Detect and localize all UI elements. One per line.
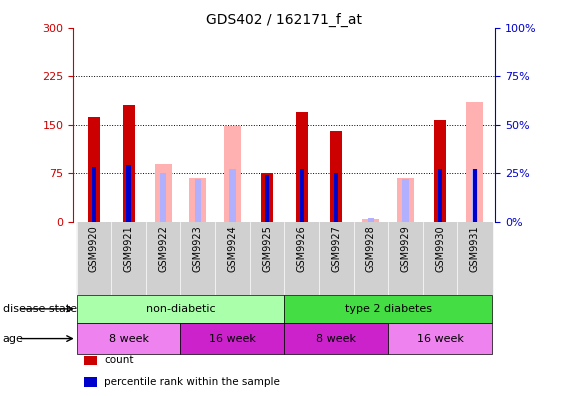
Bar (111, 222, 146, 295)
Bar (438, 169, 442, 222)
Bar (457, 222, 492, 295)
Bar (261, 173, 273, 222)
Bar (250, 222, 284, 295)
Bar (472, 169, 477, 222)
Bar (354, 222, 388, 295)
Bar (434, 120, 446, 222)
Text: GSM9924: GSM9924 (227, 225, 238, 272)
Bar (423, 222, 457, 295)
Bar (77, 295, 284, 323)
Bar (388, 222, 423, 295)
Text: GSM9931: GSM9931 (470, 225, 480, 272)
Bar (472, 169, 478, 222)
Text: GSM9929: GSM9929 (400, 225, 410, 272)
Text: GSM9925: GSM9925 (262, 225, 272, 272)
Text: GSM9928: GSM9928 (366, 225, 376, 272)
Text: GSM9922: GSM9922 (158, 225, 168, 272)
Bar (362, 219, 379, 222)
Text: 8 week: 8 week (316, 333, 356, 344)
Bar (77, 323, 181, 354)
Bar (296, 112, 307, 222)
Bar (284, 295, 492, 323)
Bar (284, 323, 388, 354)
Title: GDS402 / 162171_f_at: GDS402 / 162171_f_at (206, 13, 363, 27)
Text: type 2 diabetes: type 2 diabetes (345, 304, 432, 314)
Text: non-diabetic: non-diabetic (146, 304, 215, 314)
Bar (88, 117, 100, 222)
Bar (397, 178, 414, 222)
Bar (215, 222, 250, 295)
Text: GSM9921: GSM9921 (123, 225, 133, 272)
Text: GSM9927: GSM9927 (331, 225, 341, 272)
Bar (368, 218, 374, 222)
Text: GSM9920: GSM9920 (89, 225, 99, 272)
Bar (154, 164, 172, 222)
Bar (319, 222, 354, 295)
Bar (403, 179, 409, 222)
Bar (330, 131, 342, 222)
Bar (92, 168, 96, 222)
Bar (189, 178, 207, 222)
Text: disease state: disease state (3, 304, 77, 314)
Bar (127, 166, 131, 222)
Text: count: count (104, 355, 133, 366)
Bar (195, 179, 201, 222)
Bar (466, 102, 483, 222)
Bar (388, 323, 492, 354)
Bar (181, 222, 215, 295)
Bar (300, 169, 303, 222)
Bar (224, 126, 241, 222)
Bar (334, 173, 338, 222)
Bar (146, 222, 181, 295)
Text: 16 week: 16 week (417, 333, 463, 344)
Bar (284, 222, 319, 295)
Bar (160, 173, 166, 222)
Text: percentile rank within the sample: percentile rank within the sample (104, 377, 280, 387)
Bar (181, 323, 284, 354)
Text: age: age (3, 333, 24, 344)
Text: GSM9926: GSM9926 (297, 225, 307, 272)
Bar (123, 105, 135, 222)
Bar (229, 169, 235, 222)
Text: 16 week: 16 week (209, 333, 256, 344)
Bar (77, 222, 111, 295)
Text: GSM9923: GSM9923 (193, 225, 203, 272)
Text: 8 week: 8 week (109, 333, 149, 344)
Bar (265, 175, 269, 222)
Text: GSM9930: GSM9930 (435, 225, 445, 272)
